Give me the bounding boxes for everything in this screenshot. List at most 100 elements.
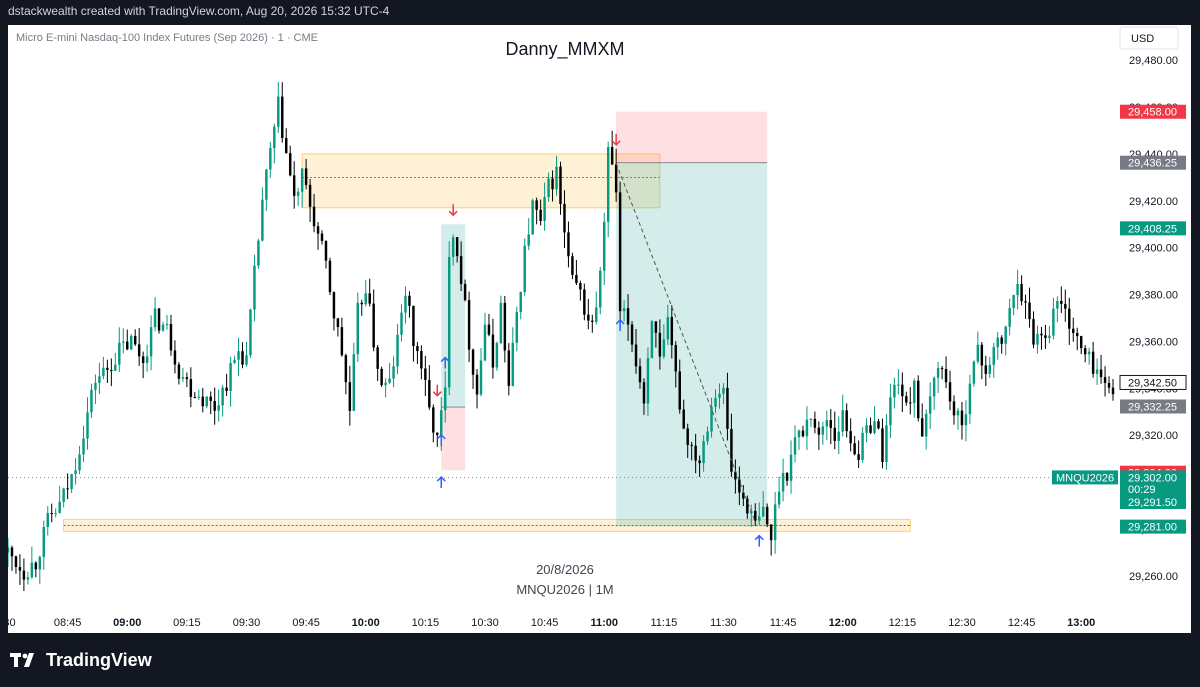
candle-body — [968, 383, 972, 415]
candle-body — [34, 562, 38, 570]
candle-body — [1012, 295, 1015, 308]
price-label: 29,436.25 — [1120, 155, 1186, 170]
arrow-up-icon — [436, 433, 446, 446]
candle-body — [956, 410, 960, 416]
candle-body — [547, 178, 550, 198]
candle-body — [38, 556, 42, 570]
candle-body — [165, 324, 169, 326]
zone-supply — [301, 153, 661, 209]
candle-body — [885, 425, 888, 462]
candle-body — [281, 96, 284, 139]
tradingview-logo[interactable]: TradingView — [10, 650, 152, 671]
candle-body — [630, 324, 634, 345]
candle-body — [471, 349, 475, 375]
projection-trend-line — [615, 163, 756, 523]
candle-body — [217, 405, 220, 411]
candle-body — [901, 384, 904, 397]
candle-body — [917, 380, 920, 419]
candle-body — [825, 420, 829, 427]
candle-body — [1068, 308, 1071, 329]
position-reward-box — [441, 224, 466, 408]
candle-body — [789, 454, 793, 481]
chart-panel[interactable]: 29,260.0029,280.0029,300.0029,320.0029,3… — [8, 25, 1191, 633]
candle-body — [102, 367, 105, 377]
candle-body — [436, 432, 439, 435]
candle-body — [296, 191, 300, 196]
candle-body — [332, 292, 336, 319]
candle-body — [821, 426, 825, 435]
candle-body — [90, 389, 93, 413]
candle-body — [376, 347, 379, 369]
candle-body — [455, 237, 459, 257]
candle-body — [881, 428, 884, 462]
arrow-up-icon — [754, 534, 764, 547]
candle-body — [98, 376, 101, 383]
candle-body — [817, 427, 821, 435]
price-label: 00:29 — [1120, 482, 1186, 497]
price-label: 29,281.00 — [1120, 519, 1186, 534]
x-tick-label: 09:45 — [292, 617, 320, 629]
candle-body — [400, 312, 403, 335]
candle-body — [622, 308, 626, 312]
candle-body — [1091, 351, 1095, 374]
candlestick-chart[interactable]: 29,260.0029,280.0029,300.0029,320.0029,3… — [8, 25, 1191, 633]
candle-body — [491, 334, 495, 368]
candle-body — [718, 393, 721, 398]
candle-body — [642, 382, 646, 404]
y-tick-label: 29,420.00 — [1129, 196, 1178, 208]
arrow-up-icon — [440, 356, 450, 369]
symbol-title: Micro E-mini Nasdaq-100 Index Futures (S… — [16, 32, 318, 44]
candle-body — [304, 168, 308, 185]
candle-body — [1087, 351, 1091, 355]
x-tick-label: 11:30 — [710, 617, 737, 629]
candle-body — [118, 342, 121, 365]
y-tick-label: 29,480.00 — [1129, 55, 1178, 67]
price-label-text: 29,281.00 — [1128, 522, 1177, 534]
candle-body — [1032, 319, 1035, 345]
candle-body — [658, 332, 662, 357]
candle-body — [122, 341, 125, 343]
x-tick-label: 11:45 — [770, 617, 797, 629]
candle-body — [670, 317, 674, 346]
candle-body — [610, 147, 614, 165]
candle-body — [1075, 332, 1079, 337]
candle-body — [257, 240, 260, 266]
x-tick-label: 10:45 — [531, 617, 559, 629]
candle-body — [638, 366, 642, 383]
arrow-head — [611, 140, 621, 146]
candle-body — [905, 396, 908, 403]
price-label-text: 29,458.00 — [1128, 107, 1177, 119]
candle-body — [583, 289, 586, 315]
candle-body — [1028, 302, 1031, 320]
candle-body — [936, 368, 940, 378]
candle-body — [420, 351, 423, 369]
candle-body — [356, 302, 360, 355]
x-tick-label: 12:30 — [948, 617, 976, 629]
candle-body — [201, 396, 204, 407]
candle-body — [1095, 369, 1099, 374]
currency-box[interactable] — [1119, 26, 1179, 50]
candle-body — [591, 320, 594, 322]
price-label-box — [1120, 482, 1186, 497]
y-tick-label: 29,260.00 — [1129, 571, 1178, 583]
candle-body — [440, 410, 443, 435]
candle-body — [18, 566, 22, 571]
arrow-head — [432, 391, 442, 397]
price-label-box — [1119, 374, 1187, 390]
candle-body — [221, 387, 224, 406]
arrow-down-icon — [432, 384, 442, 397]
candle-body — [8, 547, 10, 553]
zone-discount — [63, 519, 911, 532]
candle-body — [857, 454, 860, 460]
candle-body — [913, 380, 916, 403]
price-label-text: 29,436.25 — [1128, 158, 1177, 170]
candle-body — [1020, 284, 1023, 302]
candle-body — [626, 308, 630, 325]
candle-body — [288, 153, 292, 176]
candle-body — [344, 355, 348, 383]
candle-body — [511, 342, 515, 386]
candle-body — [157, 308, 161, 331]
candle-body — [205, 396, 208, 407]
currency-label[interactable]: USD — [1131, 33, 1154, 45]
candle-body — [273, 126, 276, 149]
